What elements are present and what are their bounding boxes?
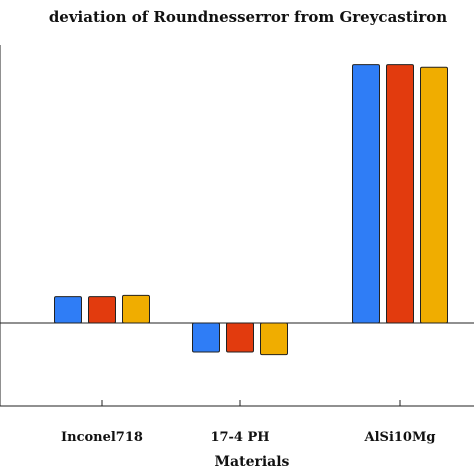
bar-inconel718-s3: [122, 294, 150, 324]
bar-17-4-ph-s3: [260, 322, 288, 356]
bar-17-4-ph-s2: [226, 322, 254, 353]
x-tick-label: Inconel718: [61, 430, 143, 445]
x-axis-label: Materials: [215, 454, 290, 470]
bars-layer: [54, 64, 448, 356]
bar-alsi10mg-s2: [386, 64, 414, 324]
chart-title: deviation of Roundnesserror from Greycas…: [49, 8, 447, 26]
x-tick-label: 17-4 PH: [210, 430, 269, 445]
x-tick-label: AlSi10Mg: [364, 430, 436, 445]
bar-inconel718-s1: [54, 296, 82, 324]
bar-alsi10mg-s1: [352, 64, 380, 324]
bar-inconel718-s2: [88, 296, 116, 324]
x-ticks-layer: Inconel718 17-4 PH AlSi10Mg: [61, 400, 435, 445]
bar-alsi10mg-s3: [420, 66, 448, 324]
bar-17-4-ph-s1: [192, 322, 220, 353]
